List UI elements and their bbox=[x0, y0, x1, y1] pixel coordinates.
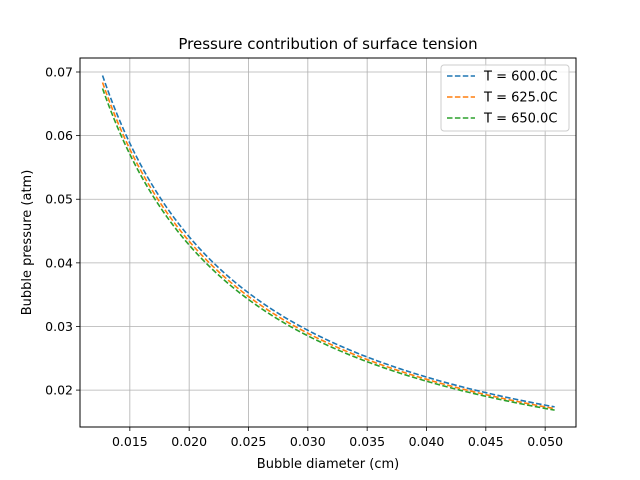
plot-frame bbox=[79, 57, 577, 428]
x-tick-label: 0.015 bbox=[112, 434, 148, 449]
y-tick-label: 0.04 bbox=[45, 255, 73, 270]
legend-label-625: T = 625.0C bbox=[483, 91, 557, 106]
series-line-3 bbox=[101, 88, 555, 411]
series-line-2 bbox=[101, 82, 555, 410]
x-tick-label: 0.035 bbox=[349, 434, 385, 449]
y-tick-label: 0.07 bbox=[45, 64, 73, 79]
y-tick-label: 0.05 bbox=[45, 192, 73, 207]
chart-title: Pressure contribution of surface tension bbox=[178, 35, 477, 53]
y-tick-label: 0.06 bbox=[45, 128, 73, 143]
x-tick-label: 0.020 bbox=[171, 434, 207, 449]
y-tick-label: 0.02 bbox=[45, 383, 73, 398]
legend-label-650: T = 650.0C bbox=[483, 112, 557, 127]
x-tick-label: 0.030 bbox=[290, 434, 326, 449]
x-tick-label: 0.040 bbox=[409, 434, 445, 449]
axis-ticks: 0.015 0.020 0.025 0.030 0.035 0.040 0.045 0.050… bbox=[45, 64, 563, 449]
series-line-1 bbox=[101, 75, 555, 408]
legend-box bbox=[440, 64, 570, 132]
y-axis-label: Bubble pressure (atm) bbox=[20, 170, 35, 316]
x-tick-label: 0.045 bbox=[468, 434, 504, 449]
y-tick-label: 0.03 bbox=[45, 319, 73, 334]
x-tick-label: 0.050 bbox=[527, 434, 563, 449]
x-tick-label: 0.025 bbox=[231, 434, 267, 449]
series-lines bbox=[101, 75, 555, 411]
x-axis-label: Bubble diameter (cm) bbox=[257, 457, 399, 472]
legend-label-600: T = 600.0C bbox=[483, 70, 557, 85]
legend: T = 600.0C T = 625.0C T = 650.0C bbox=[440, 64, 570, 132]
